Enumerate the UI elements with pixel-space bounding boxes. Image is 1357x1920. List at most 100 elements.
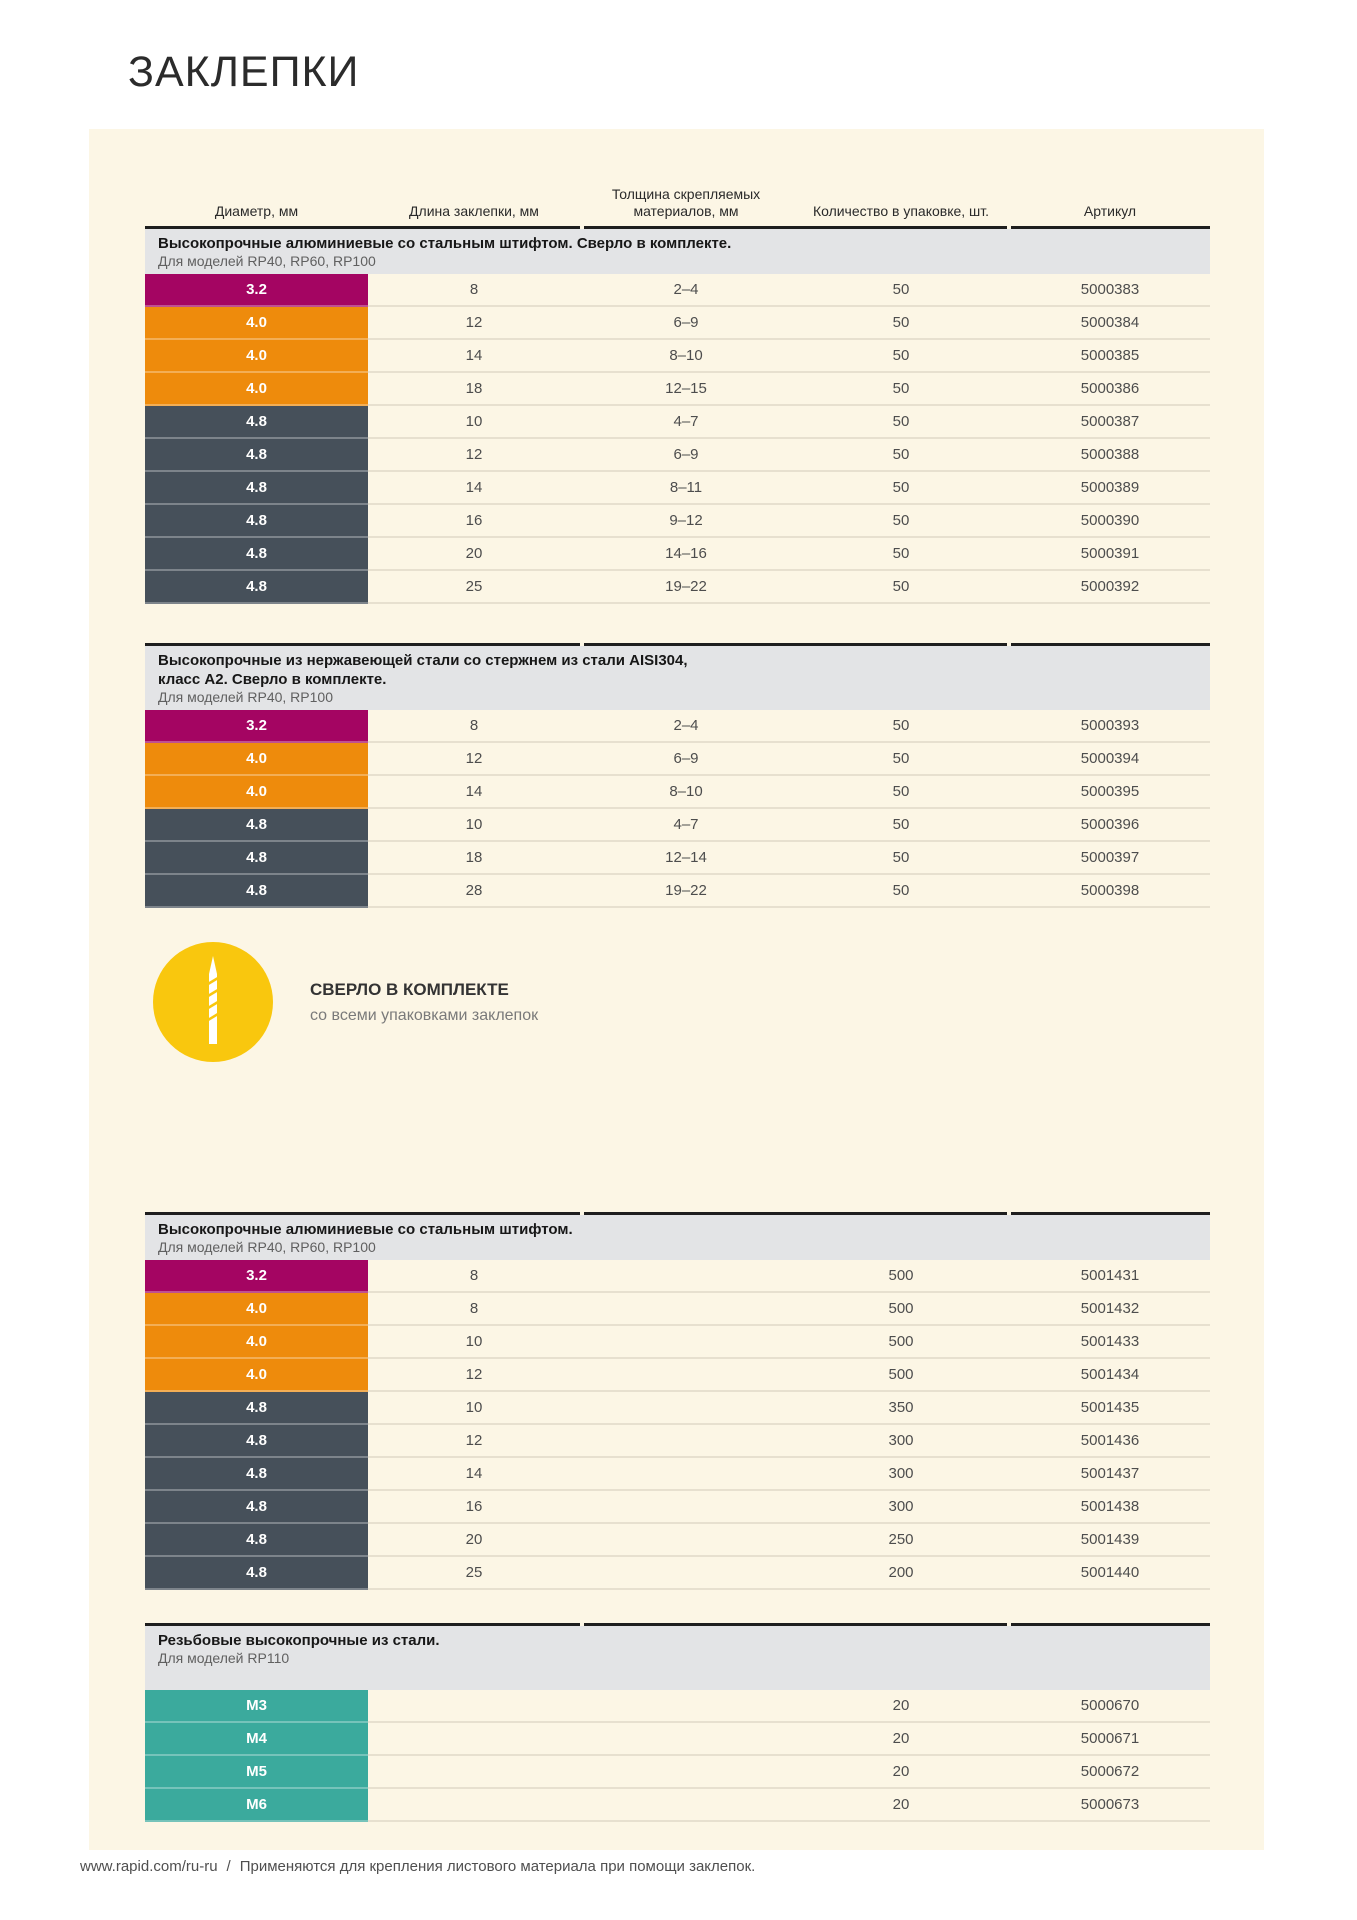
quantity-cell: 50 (792, 571, 1010, 604)
article-cell: 5000672 (1010, 1756, 1210, 1789)
section-header: Высокопрочные алюминиевые со стальным шт… (145, 229, 1210, 274)
diameter-cell: 3.2 (145, 1260, 368, 1293)
length-cell: 10 (368, 1392, 580, 1425)
diameter-cell: 4.0 (145, 776, 368, 809)
article-cell: 5001432 (1010, 1293, 1210, 1326)
article-cell: 5000673 (1010, 1789, 1210, 1822)
table-row: 4.0 18 12–15 50 5000386 (145, 373, 1210, 406)
quantity-cell: 50 (792, 776, 1010, 809)
section-rows: 3.2 8 2–4 50 5000393 4.0 12 6–9 50 50003… (145, 710, 1210, 908)
article-cell: 5000398 (1010, 875, 1210, 908)
quantity-cell: 20 (792, 1723, 1010, 1756)
diameter-cell: 4.0 (145, 743, 368, 776)
quantity-cell: 20 (792, 1789, 1010, 1822)
column-header-length: Длина заклепки, мм (409, 203, 539, 219)
table-row: 4.8 18 12–14 50 5000397 (145, 842, 1210, 875)
table-row: 3.2 8 500 5001431 (145, 1260, 1210, 1293)
length-cell: 12 (368, 439, 580, 472)
article-cell: 5001435 (1010, 1392, 1210, 1425)
table-row: M5 20 5000672 (145, 1756, 1210, 1789)
table-row: 4.0 12 500 5001434 (145, 1359, 1210, 1392)
length-cell: 14 (368, 340, 580, 373)
quantity-cell: 50 (792, 439, 1010, 472)
table-row: 4.8 20 14–16 50 5000391 (145, 538, 1210, 571)
diameter-cell: 4.8 (145, 1458, 368, 1491)
thickness-cell (580, 1392, 792, 1425)
content-panel: Диаметр, мм Длина заклепки, мм Толщина с… (89, 129, 1264, 1850)
quantity-cell: 350 (792, 1392, 1010, 1425)
drill-callout: СВЕРЛО В КОМПЛЕКТЕ со всеми упаковками з… (310, 980, 538, 1025)
table-row: 4.8 10 4–7 50 5000387 (145, 406, 1210, 439)
table-row: 4.8 16 9–12 50 5000390 (145, 505, 1210, 538)
table-row: 4.8 12 300 5001436 (145, 1425, 1210, 1458)
length-cell: 12 (368, 1425, 580, 1458)
quantity-cell: 300 (792, 1458, 1010, 1491)
article-cell: 5000383 (1010, 274, 1210, 307)
thickness-cell: 8–11 (580, 472, 792, 505)
article-cell: 5001434 (1010, 1359, 1210, 1392)
thickness-cell: 14–16 (580, 538, 792, 571)
diameter-cell: 3.2 (145, 710, 368, 743)
table-section: Высокопрочные алюминиевые со стальным шт… (145, 226, 1210, 604)
thickness-cell (580, 1491, 792, 1524)
table-row: 4.8 14 300 5001437 (145, 1458, 1210, 1491)
table-section: Высокопрочные алюминиевые со стальным шт… (145, 1212, 1210, 1590)
table-row: 4.8 20 250 5001439 (145, 1524, 1210, 1557)
article-cell: 5001431 (1010, 1260, 1210, 1293)
quantity-cell: 50 (792, 505, 1010, 538)
drill-callout-title: СВЕРЛО В КОМПЛЕКТЕ (310, 980, 509, 999)
length-cell: 10 (368, 1326, 580, 1359)
table-section: Резьбовые высокопрочные из стали. Для мо… (145, 1623, 1210, 1822)
quantity-cell: 50 (792, 538, 1010, 571)
article-cell: 5000671 (1010, 1723, 1210, 1756)
article-cell: 5000390 (1010, 505, 1210, 538)
length-cell: 20 (368, 538, 580, 571)
quantity-cell: 50 (792, 842, 1010, 875)
quantity-cell: 50 (792, 307, 1010, 340)
thickness-cell (580, 1524, 792, 1557)
length-cell (368, 1756, 580, 1789)
table-row: 4.8 14 8–11 50 5000389 (145, 472, 1210, 505)
quantity-cell: 20 (792, 1690, 1010, 1723)
section-header: Высокопрочные из нержавеющей стали со ст… (145, 646, 1210, 710)
thickness-cell: 6–9 (580, 439, 792, 472)
quantity-cell: 200 (792, 1557, 1010, 1590)
section-title: Резьбовые высокопрочные из стали. (158, 1632, 440, 1649)
table-section: Высокопрочные из нержавеющей стали со ст… (145, 643, 1210, 908)
section-subtitle: Для моделей RP40, RP60, RP100 (158, 1239, 376, 1255)
length-cell: 25 (368, 1557, 580, 1590)
thickness-cell: 9–12 (580, 505, 792, 538)
article-cell: 5000393 (1010, 710, 1210, 743)
table-row: M3 20 5000670 (145, 1690, 1210, 1723)
length-cell: 25 (368, 571, 580, 604)
thickness-cell: 8–10 (580, 340, 792, 373)
thickness-cell: 6–9 (580, 743, 792, 776)
quantity-cell: 300 (792, 1491, 1010, 1524)
article-cell: 5000386 (1010, 373, 1210, 406)
thickness-cell (580, 1789, 792, 1822)
length-cell: 12 (368, 743, 580, 776)
length-cell: 8 (368, 274, 580, 307)
table-column-headers: Диаметр, мм Длина заклепки, мм Толщина с… (145, 139, 1210, 226)
table-row: 4.8 25 19–22 50 5000392 (145, 571, 1210, 604)
section-title: Высокопрочные алюминиевые со стальным шт… (158, 1221, 573, 1238)
section-subtitle: Для моделей RP110 (158, 1650, 290, 1666)
article-cell: 5000392 (1010, 571, 1210, 604)
quantity-cell: 50 (792, 743, 1010, 776)
article-cell: 5001440 (1010, 1557, 1210, 1590)
table-row: 4.8 12 6–9 50 5000388 (145, 439, 1210, 472)
section-subtitle: Для моделей RP40, RP60, RP100 (158, 253, 376, 269)
quantity-cell: 50 (792, 406, 1010, 439)
diameter-cell: 4.8 (145, 1524, 368, 1557)
thickness-cell (580, 1326, 792, 1359)
length-cell: 8 (368, 1293, 580, 1326)
quantity-cell: 50 (792, 809, 1010, 842)
article-cell: 5000395 (1010, 776, 1210, 809)
length-cell: 14 (368, 776, 580, 809)
drill-bit-icon (207, 956, 219, 1044)
table-row: 4.0 12 6–9 50 5000394 (145, 743, 1210, 776)
thickness-cell: 4–7 (580, 406, 792, 439)
diameter-cell: M4 (145, 1723, 368, 1756)
page-title: ЗАКЛЕПКИ (128, 48, 360, 96)
drill-callout-subtitle: со всеми упаковками заклепок (310, 1007, 539, 1024)
